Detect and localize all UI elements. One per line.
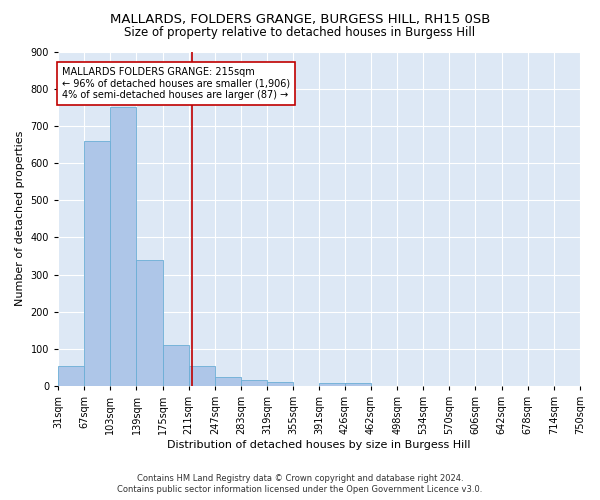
Bar xyxy=(189,366,215,386)
X-axis label: Distribution of detached houses by size in Burgess Hill: Distribution of detached houses by size … xyxy=(167,440,471,450)
Text: MALLARDS, FOLDERS GRANGE, BURGESS HILL, RH15 0SB: MALLARDS, FOLDERS GRANGE, BURGESS HILL, … xyxy=(110,12,490,26)
Text: MALLARDS FOLDERS GRANGE: 215sqm
← 96% of detached houses are smaller (1,906)
4% : MALLARDS FOLDERS GRANGE: 215sqm ← 96% of… xyxy=(62,67,290,100)
Bar xyxy=(110,108,136,386)
Text: Size of property relative to detached houses in Burgess Hill: Size of property relative to detached ho… xyxy=(124,26,476,39)
Bar xyxy=(58,366,84,386)
Bar xyxy=(241,380,267,386)
Bar xyxy=(84,140,110,386)
Bar xyxy=(163,345,189,386)
Bar xyxy=(345,383,371,386)
Bar xyxy=(215,376,241,386)
Text: Contains HM Land Registry data © Crown copyright and database right 2024.
Contai: Contains HM Land Registry data © Crown c… xyxy=(118,474,482,494)
Bar xyxy=(319,383,346,386)
Bar xyxy=(267,382,293,386)
Y-axis label: Number of detached properties: Number of detached properties xyxy=(15,131,25,306)
Bar xyxy=(136,260,163,386)
